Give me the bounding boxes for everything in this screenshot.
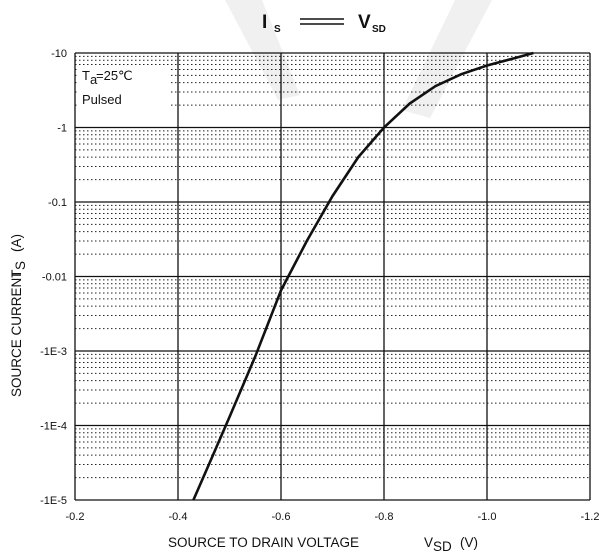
- title-voltage-symbol: V: [358, 12, 371, 33]
- annotation-background: [77, 67, 170, 112]
- minor-grid: [75, 55, 590, 479]
- y-axis-title: SOURCE CURRENT I S (A): [9, 234, 28, 397]
- y-tick-label: -1: [57, 123, 67, 135]
- y-axis-unit: (A): [9, 234, 24, 252]
- chart-title: I S V SD: [262, 12, 386, 35]
- y-tick-label: -0.01: [42, 272, 67, 284]
- title-current-subscript: S: [274, 24, 281, 35]
- temperature-subscript: a: [90, 72, 98, 87]
- x-tick-label: -0.2: [66, 511, 85, 523]
- y-tick-label: -1E-5: [40, 495, 67, 507]
- x-tick-label: -1.0: [478, 511, 497, 523]
- x-axis-label: SOURCE TO DRAIN VOLTAGE: [168, 535, 359, 550]
- x-axis-subscript: SD: [433, 539, 452, 553]
- title-voltage-subscript: SD: [372, 24, 386, 35]
- y-axis-symbol: I: [9, 273, 24, 277]
- temperature-symbol: T: [82, 68, 90, 83]
- x-tick-label: -0.8: [375, 511, 394, 523]
- x-tick-labels: -0.2 -0.4 -0.6 -0.8 -1.0 -1.2: [66, 511, 600, 523]
- y-tick-label: -1E-4: [40, 421, 67, 433]
- y-tick-label: -1E-3: [40, 346, 67, 358]
- x-axis-title: SOURCE TO DRAIN VOLTAGE V SD (V): [168, 535, 478, 553]
- temperature-annotation: T a =25℃: [82, 68, 133, 87]
- x-axis-symbol: V: [424, 535, 433, 550]
- temperature-value: =25℃: [96, 68, 133, 83]
- pulsed-annotation: Pulsed: [82, 92, 122, 107]
- y-axis-label: SOURCE CURRENT: [9, 269, 24, 397]
- x-axis-unit: (V): [460, 535, 478, 550]
- x-tick-label: -0.4: [169, 511, 188, 523]
- y-axis-subscript: S: [13, 261, 28, 270]
- y-tick-label: -10: [51, 48, 67, 60]
- title-current-symbol: I: [262, 12, 267, 33]
- y-tick-labels: -1E-5 -1E-4 -1E-3 -0.01 -0.1 -1 -10: [40, 48, 67, 507]
- y-tick-label: -0.1: [48, 197, 67, 209]
- source-current-curve: [192, 51, 534, 501]
- x-tick-label: -1.2: [581, 511, 600, 523]
- major-grid: [74, 52, 591, 501]
- x-tick-label: -0.6: [272, 511, 291, 523]
